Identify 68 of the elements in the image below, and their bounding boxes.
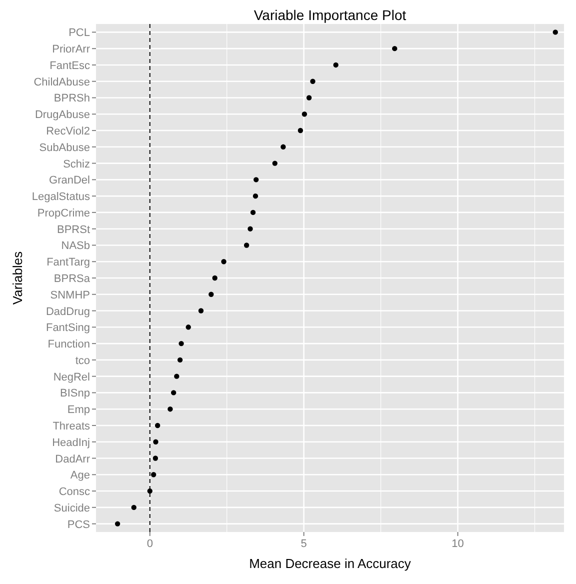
x-tick-label: 5: [300, 538, 307, 550]
y-tick-label: Threats: [52, 420, 90, 432]
y-tick-label: BPRSh: [54, 92, 90, 105]
point: [152, 456, 158, 461]
point: [114, 521, 120, 526]
y-tick-label: Function: [48, 338, 90, 351]
y-tick-label: NASb: [61, 240, 90, 252]
y-tick-label: BPRSt: [56, 224, 90, 236]
point: [208, 292, 214, 297]
point: [177, 357, 183, 363]
point: [310, 78, 316, 84]
y-tick-label: DadArr: [55, 453, 90, 466]
y-tick-label: Schiz: [63, 158, 90, 170]
point: [212, 275, 218, 281]
x-tick-label: 10: [452, 538, 464, 550]
point: [154, 422, 160, 428]
point: [168, 406, 173, 412]
y-tick-label: ChildAbuse: [34, 76, 90, 88]
point: [306, 95, 312, 100]
y-tick-label: DrugAbuse: [34, 109, 90, 122]
point: [153, 439, 158, 444]
y-tick-label: HeadInj: [52, 436, 90, 449]
y-tick-label: NegRel: [53, 371, 90, 384]
y-tick-label: PropCrime: [37, 207, 90, 220]
y-tick-label: RecViol2: [46, 126, 90, 138]
y-tick-label: SubAbuse: [39, 142, 90, 154]
point: [272, 160, 278, 166]
x-axis-title: Mean Decrease in Accuracy: [249, 556, 412, 571]
point: [150, 472, 156, 478]
x-tick-label: 0: [146, 538, 153, 550]
y-tick-label: FantTarg: [46, 256, 90, 269]
y-tick-label: PCL: [68, 27, 90, 40]
y-tick-label: BPRSa: [54, 273, 91, 285]
point: [174, 374, 180, 379]
y-tick-label: Age: [70, 470, 90, 482]
point: [250, 210, 256, 216]
point: [333, 62, 338, 68]
point: [147, 488, 152, 494]
y-axis-title: Variables: [10, 250, 25, 305]
y-tick-label: PCS: [67, 518, 90, 531]
y-tick-label: Emp: [67, 404, 90, 416]
point: [298, 128, 304, 134]
point: [302, 112, 308, 117]
point: [392, 46, 398, 52]
point: [280, 144, 286, 150]
y-tick-label: GranDel: [49, 174, 90, 187]
y-tick-label: DadDrug: [46, 306, 90, 318]
y-tick-label: FantSing: [46, 322, 90, 334]
point: [248, 226, 253, 232]
y-tick-label: PriorArr: [52, 44, 90, 56]
y-tick-label: Consc: [58, 486, 90, 498]
y-tick-label: Suicide: [54, 502, 90, 514]
chart-title: Variable Importance Plot: [254, 7, 406, 23]
point: [552, 30, 558, 35]
y-tick-label: FantEsc: [50, 60, 90, 72]
point: [244, 242, 250, 248]
point: [131, 504, 136, 510]
point: [170, 390, 176, 396]
point: [252, 193, 258, 199]
y-tick-label: BISnp: [60, 388, 90, 400]
point: [186, 324, 191, 330]
point: [178, 340, 184, 346]
point: [254, 177, 259, 182]
y-tick-label: SNMHP: [50, 289, 90, 302]
y-tick-label: LegalStatus: [32, 191, 90, 204]
point: [198, 308, 204, 314]
y-tick-label: tco: [75, 354, 90, 367]
point: [221, 259, 226, 264]
